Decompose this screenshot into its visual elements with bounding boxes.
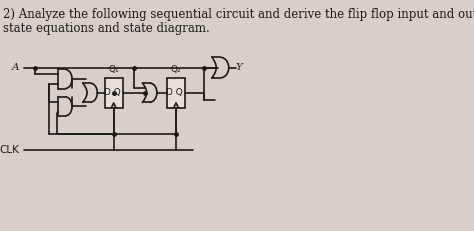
Bar: [105, 78, 123, 107]
Text: Q₁: Q₁: [109, 65, 119, 74]
Text: 2) Analyze the following sequential circuit and derive the flip flop input and o: 2) Analyze the following sequential circ…: [3, 8, 474, 21]
Text: A: A: [12, 63, 19, 72]
Text: state equations and state diagram.: state equations and state diagram.: [3, 22, 210, 35]
Text: D Q: D Q: [166, 88, 183, 97]
Text: D Q: D Q: [104, 88, 121, 97]
Text: Y: Y: [236, 63, 243, 72]
Text: CLK: CLK: [0, 145, 19, 155]
Text: Q₂: Q₂: [171, 65, 182, 74]
Bar: [167, 78, 185, 107]
